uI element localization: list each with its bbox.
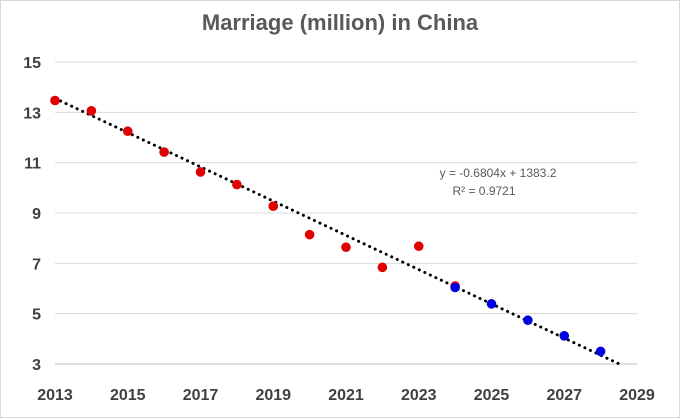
data-point bbox=[268, 201, 279, 212]
y-tick-label: 9 bbox=[32, 206, 41, 223]
data-point bbox=[50, 95, 60, 106]
data-point bbox=[304, 229, 315, 240]
data-point bbox=[86, 106, 97, 116]
data-point bbox=[341, 242, 351, 253]
x-tick-label: 2013 bbox=[37, 387, 73, 404]
data-point bbox=[413, 241, 424, 252]
x-tick-label: 2023 bbox=[401, 387, 437, 404]
trend-layer bbox=[53, 96, 621, 366]
x-tick-label: 2017 bbox=[183, 387, 219, 404]
trendline-equation: y = -0.6804x + 1383.2 R² = 0.9721 bbox=[440, 166, 557, 198]
data-point bbox=[595, 346, 606, 357]
r-squared-label: R² = 0.9721 bbox=[452, 184, 515, 198]
data-point bbox=[232, 179, 242, 190]
x-tick-label: 2025 bbox=[474, 387, 510, 404]
y-tick-label: 3 bbox=[32, 357, 41, 374]
trendline-equation-label: y = -0.6804x + 1383.2 bbox=[440, 166, 557, 180]
x-tick-label: 2019 bbox=[255, 387, 291, 404]
label-layer: 3 5 7 9 11 13 15 2013 2015 2017 2019 2021 2023 2025 20… bbox=[23, 55, 655, 404]
y-tick-label: 13 bbox=[23, 105, 41, 122]
x-tick-label: 2029 bbox=[619, 387, 655, 404]
data-point bbox=[195, 167, 206, 177]
data-point bbox=[159, 147, 169, 157]
y-tick-label: 5 bbox=[32, 307, 41, 324]
y-tick-label: 11 bbox=[24, 156, 41, 173]
x-tick-label: 2015 bbox=[110, 387, 146, 404]
grid-layer bbox=[55, 61, 637, 315]
chart-title: Marriage (million) in China bbox=[201, 10, 479, 35]
y-tick-label: 7 bbox=[32, 256, 41, 273]
trendline bbox=[53, 96, 621, 366]
x-tick-label: 2027 bbox=[546, 387, 582, 404]
points-layer bbox=[50, 95, 606, 357]
y-tick-label: 15 bbox=[23, 55, 41, 72]
data-point bbox=[486, 299, 497, 309]
x-tick-label: 2021 bbox=[328, 387, 364, 404]
data-point bbox=[377, 262, 388, 273]
data-point bbox=[450, 282, 460, 293]
data-point bbox=[122, 126, 133, 137]
data-point bbox=[559, 331, 570, 341]
data-point bbox=[523, 315, 533, 326]
